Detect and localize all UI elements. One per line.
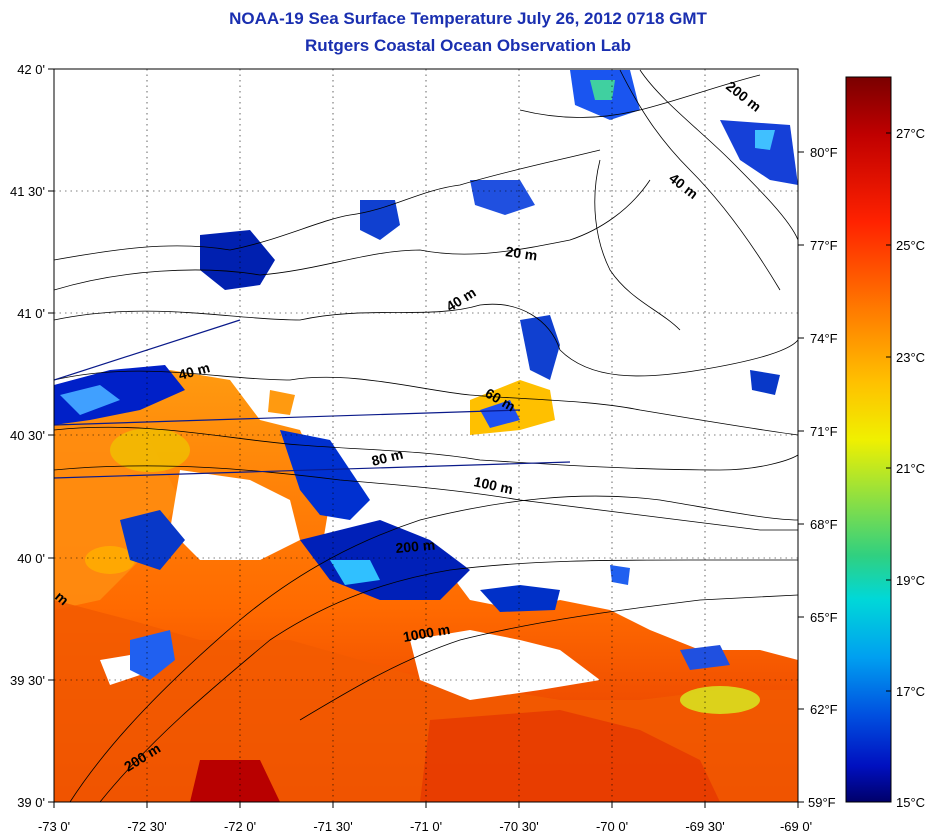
lon-tick-label: -70 30' bbox=[499, 819, 538, 834]
lat-tick-label: 39 30' bbox=[10, 673, 45, 688]
lon-tick-label: -69 30' bbox=[685, 819, 724, 834]
contour-label: 80 m bbox=[370, 446, 405, 469]
lon-tick-label: -72 30' bbox=[127, 819, 166, 834]
latitude-labels: 42 0' 41 30' 41 0' 40 30' 40 0' 39 30' 3… bbox=[10, 62, 45, 810]
lon-tick-label: -69 0' bbox=[780, 819, 812, 834]
graticule bbox=[54, 69, 798, 802]
lat-tick-label: 40 30' bbox=[10, 428, 45, 443]
map-subtitle: Rutgers Coastal Ocean Observation Lab bbox=[305, 36, 631, 55]
contour-label: 200 m bbox=[395, 537, 436, 556]
lon-tick-label: -71 0' bbox=[410, 819, 442, 834]
contour-label: 20 m bbox=[505, 243, 539, 263]
lon-tick-label: -72 0' bbox=[224, 819, 256, 834]
axis-ticks bbox=[48, 68, 804, 808]
celsius-label: 21°C bbox=[896, 461, 925, 476]
colorbar-ticks bbox=[886, 132, 891, 692]
fahrenheit-label: 65°F bbox=[810, 610, 838, 625]
lat-tick-label: 41 0' bbox=[17, 306, 45, 321]
celsius-label: 15°C bbox=[896, 795, 925, 810]
lat-tick-label: 40 0' bbox=[17, 551, 45, 566]
lon-tick-label: -70 0' bbox=[596, 819, 628, 834]
contour-label: 40 m bbox=[177, 359, 212, 383]
fahrenheit-label: 74°F bbox=[810, 331, 838, 346]
celsius-labels: 27°C 25°C 23°C 21°C 19°C 17°C 15°C bbox=[896, 126, 925, 810]
fahrenheit-label: 80°F bbox=[810, 145, 838, 160]
celsius-label: 19°C bbox=[896, 573, 925, 588]
fahrenheit-label: 62°F bbox=[810, 702, 838, 717]
fahrenheit-label: 68°F bbox=[810, 517, 838, 532]
fahrenheit-label: 71°F bbox=[810, 424, 838, 439]
fahrenheit-labels: 80°F 77°F 74°F 71°F 68°F 65°F 62°F 59°F bbox=[808, 145, 838, 810]
bathymetry-contours bbox=[54, 69, 798, 802]
fahrenheit-label: 59°F bbox=[808, 795, 836, 810]
lon-tick-label: -73 0' bbox=[38, 819, 70, 834]
celsius-label: 17°C bbox=[896, 684, 925, 699]
lat-tick-label: 42 0' bbox=[17, 62, 45, 77]
celsius-label: 27°C bbox=[896, 126, 925, 141]
celsius-label: 23°C bbox=[896, 350, 925, 365]
celsius-label: 25°C bbox=[896, 238, 925, 253]
lat-tick-label: 39 0' bbox=[17, 795, 45, 810]
lat-tick-label: 41 30' bbox=[10, 184, 45, 199]
map-title: NOAA-19 Sea Surface Temperature July 26,… bbox=[229, 9, 707, 28]
lon-tick-label: -71 30' bbox=[313, 819, 352, 834]
longitude-labels: -73 0' -72 30' -72 0' -71 30' -71 0' -70… bbox=[38, 819, 812, 834]
fahrenheit-label: 77°F bbox=[810, 238, 838, 253]
colorbar bbox=[845, 76, 892, 803]
